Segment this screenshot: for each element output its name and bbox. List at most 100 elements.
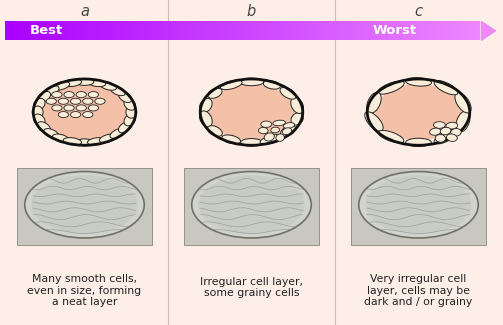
Bar	[163, 21, 165, 40]
Bar	[91, 21, 92, 40]
Bar	[279, 21, 281, 40]
Ellipse shape	[261, 121, 272, 127]
Ellipse shape	[52, 82, 69, 90]
Ellipse shape	[63, 137, 81, 145]
Bar	[387, 21, 388, 40]
Ellipse shape	[456, 111, 470, 132]
Bar	[401, 21, 403, 40]
Ellipse shape	[118, 122, 132, 133]
Bar	[381, 21, 382, 40]
Bar	[320, 21, 322, 40]
Ellipse shape	[52, 134, 69, 143]
Ellipse shape	[260, 135, 284, 144]
Bar	[333, 21, 334, 40]
Bar	[352, 21, 354, 40]
Bar	[293, 21, 295, 40]
Bar	[471, 21, 472, 40]
Bar	[118, 21, 119, 40]
Ellipse shape	[451, 128, 461, 136]
Bar	[125, 21, 127, 40]
Bar	[438, 21, 439, 40]
FancyBboxPatch shape	[184, 168, 319, 244]
Bar	[457, 21, 458, 40]
Bar	[254, 21, 256, 40]
Bar	[200, 21, 202, 40]
Bar	[461, 21, 463, 40]
Bar	[82, 21, 84, 40]
Bar	[297, 21, 298, 40]
Text: Best: Best	[30, 24, 63, 37]
Bar	[220, 21, 222, 40]
Bar	[209, 21, 211, 40]
Ellipse shape	[434, 129, 458, 144]
Ellipse shape	[63, 79, 81, 87]
Ellipse shape	[446, 122, 458, 129]
Bar	[202, 21, 203, 40]
Bar	[143, 21, 144, 40]
Bar	[326, 21, 328, 40]
Bar	[278, 21, 279, 40]
Bar	[110, 21, 111, 40]
Bar	[260, 21, 262, 40]
Bar	[10, 21, 12, 40]
Bar	[186, 21, 187, 40]
Ellipse shape	[32, 106, 43, 118]
Bar	[136, 21, 138, 40]
Bar	[390, 21, 392, 40]
Bar	[479, 21, 480, 40]
Ellipse shape	[282, 128, 292, 135]
Bar	[135, 21, 136, 40]
Ellipse shape	[82, 98, 93, 104]
Bar	[130, 21, 132, 40]
Bar	[88, 21, 89, 40]
Bar	[396, 21, 398, 40]
Ellipse shape	[200, 98, 212, 112]
Bar	[450, 21, 452, 40]
Bar	[183, 21, 184, 40]
Ellipse shape	[82, 111, 93, 118]
Bar	[374, 21, 376, 40]
Bar	[474, 21, 476, 40]
Text: Irregular cell layer,
some grainy cells: Irregular cell layer, some grainy cells	[200, 277, 303, 298]
Bar	[194, 21, 195, 40]
Bar	[422, 21, 424, 40]
Bar	[70, 21, 71, 40]
Bar	[191, 21, 192, 40]
Ellipse shape	[359, 172, 478, 238]
Bar	[409, 21, 410, 40]
Ellipse shape	[291, 97, 304, 113]
Ellipse shape	[88, 79, 106, 87]
Bar	[225, 21, 227, 40]
Bar	[165, 21, 166, 40]
Bar	[444, 21, 446, 40]
Bar	[265, 21, 267, 40]
Bar	[424, 21, 425, 40]
Bar	[208, 21, 209, 40]
Bar	[154, 21, 155, 40]
Bar	[108, 21, 110, 40]
Bar	[48, 21, 49, 40]
Bar	[138, 21, 140, 40]
Ellipse shape	[124, 98, 135, 110]
Bar	[180, 21, 181, 40]
Bar	[103, 21, 105, 40]
Ellipse shape	[70, 111, 81, 118]
Bar	[379, 21, 381, 40]
Bar	[18, 21, 19, 40]
Bar	[267, 21, 268, 40]
Ellipse shape	[118, 91, 132, 102]
Bar	[250, 21, 252, 40]
Bar	[376, 21, 377, 40]
Bar	[476, 21, 477, 40]
Bar	[68, 21, 70, 40]
Bar	[363, 21, 365, 40]
Bar	[203, 21, 205, 40]
Ellipse shape	[435, 135, 446, 142]
Bar	[347, 21, 349, 40]
Bar	[38, 21, 40, 40]
Bar	[41, 21, 43, 40]
Bar	[455, 21, 457, 40]
Bar	[371, 21, 373, 40]
Bar	[435, 21, 436, 40]
Bar	[35, 21, 37, 40]
